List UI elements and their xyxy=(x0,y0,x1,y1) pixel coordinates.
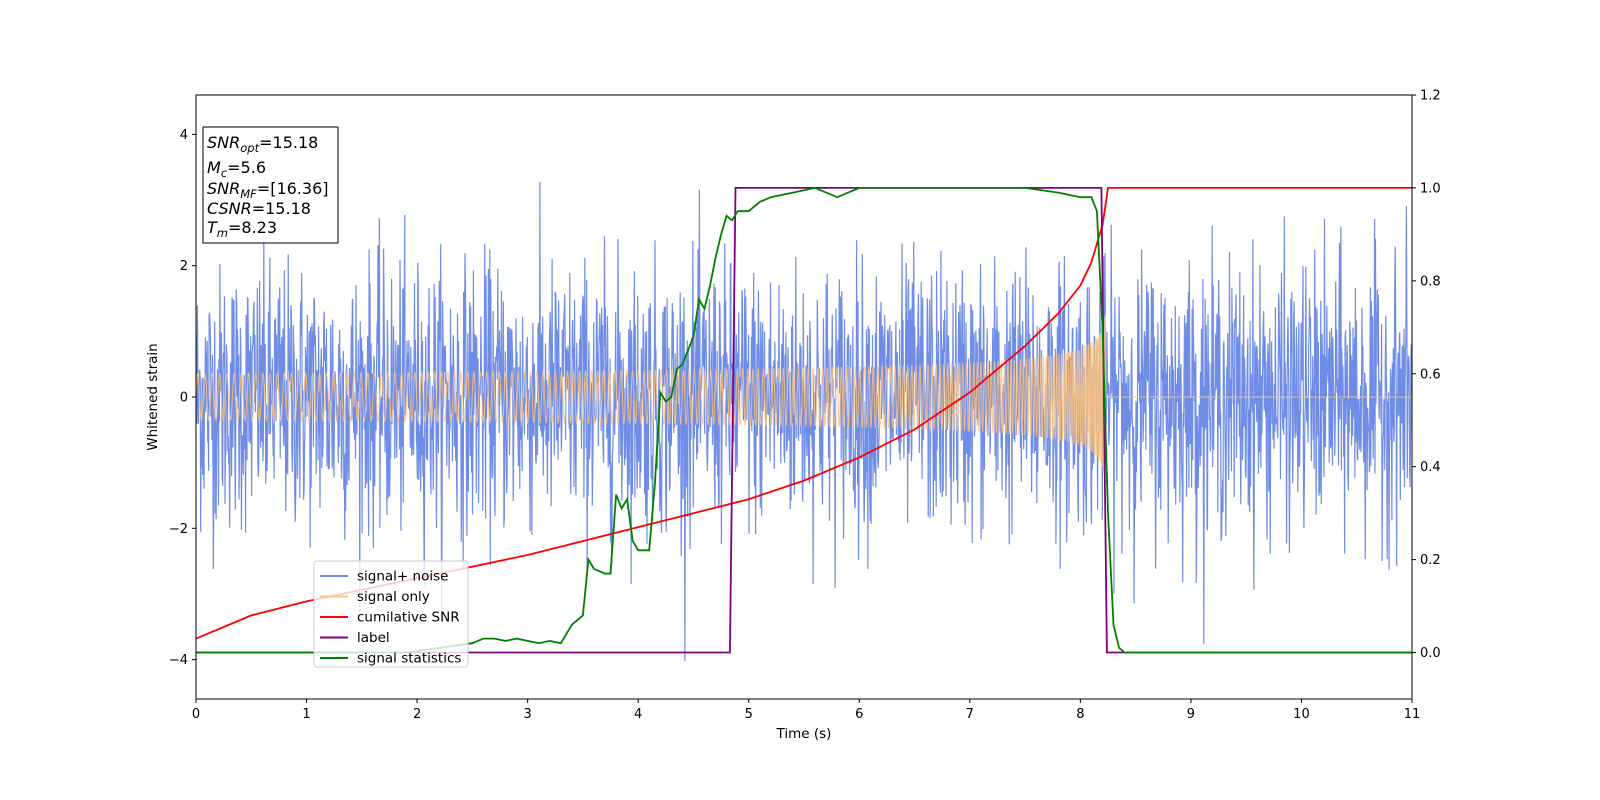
y2-tick-label: 0.6 xyxy=(1420,367,1441,382)
x-tick-label: 11 xyxy=(1404,707,1421,722)
info-line: Mc=5.6 xyxy=(207,158,266,180)
info-line: Tm=8.23 xyxy=(207,218,277,240)
legend-label: signal only xyxy=(357,589,430,605)
info-box: SNRopt=15.18 Mc=5.6SNRMF=[16.36]CSNR=15.1… xyxy=(202,126,339,244)
x-tick-label: 0 xyxy=(192,707,200,722)
legend-frame xyxy=(313,560,469,668)
y-axis-label: Whitened strain xyxy=(145,343,161,450)
series-signal-statistics xyxy=(196,186,1412,654)
y-axis-left: −4 −2 0 2 4 xyxy=(169,128,196,668)
y-tick-label: −2 xyxy=(169,522,188,537)
series-signal-noise xyxy=(196,181,1412,662)
legend-label: signal statistics xyxy=(357,651,461,667)
info-line: CSNR=15.18 xyxy=(207,199,311,218)
y-tick-label: 4 xyxy=(180,128,188,143)
y2-tick-label: 0.2 xyxy=(1420,553,1441,568)
x-axis: 0 1 2 3 4 5 6 7 8 9 10 11 xyxy=(192,699,1420,722)
signal-only-line xyxy=(196,314,1412,478)
y2-tick-label: 0.0 xyxy=(1420,646,1441,661)
x-tick-label: 2 xyxy=(413,707,421,722)
signal-noise-line xyxy=(196,181,1412,662)
y2-tick-label: 1.2 xyxy=(1420,89,1441,104)
y-axis-right: 0.0 0.2 0.4 0.6 0.8 1.0 1.2 xyxy=(1412,89,1441,661)
x-tick-label: 5 xyxy=(745,707,753,722)
x-tick-label: 6 xyxy=(855,707,863,722)
legend-label: signal+ noise xyxy=(357,569,448,585)
x-tick-label: 4 xyxy=(634,707,642,722)
y-tick-label: −4 xyxy=(169,653,188,668)
x-tick-label: 10 xyxy=(1293,707,1310,722)
x-tick-label: 7 xyxy=(966,707,974,722)
legend-label: label xyxy=(357,630,390,646)
y2-tick-label: 1.0 xyxy=(1420,181,1441,196)
y2-tick-label: 0.8 xyxy=(1420,274,1441,289)
x-tick-label: 8 xyxy=(1076,707,1084,722)
y-tick-label: 0 xyxy=(180,391,188,406)
legend-label: cumilative SNR xyxy=(357,610,460,626)
x-axis-label: Time (s) xyxy=(776,726,832,742)
y2-tick-label: 0.4 xyxy=(1420,460,1441,475)
x-tick-label: 3 xyxy=(523,707,531,722)
y-tick-label: 2 xyxy=(180,259,188,274)
series-signal-only xyxy=(196,314,1412,478)
info-line: SNRMF=[16.36] xyxy=(207,179,329,201)
info-line: SNRopt=15.18 xyxy=(207,133,318,155)
x-tick-label: 1 xyxy=(302,707,310,722)
info-box-frame xyxy=(202,126,339,244)
legend: signal+ noise signal only cumilative SNR la… xyxy=(313,560,469,668)
x-tick-label: 9 xyxy=(1187,707,1195,722)
